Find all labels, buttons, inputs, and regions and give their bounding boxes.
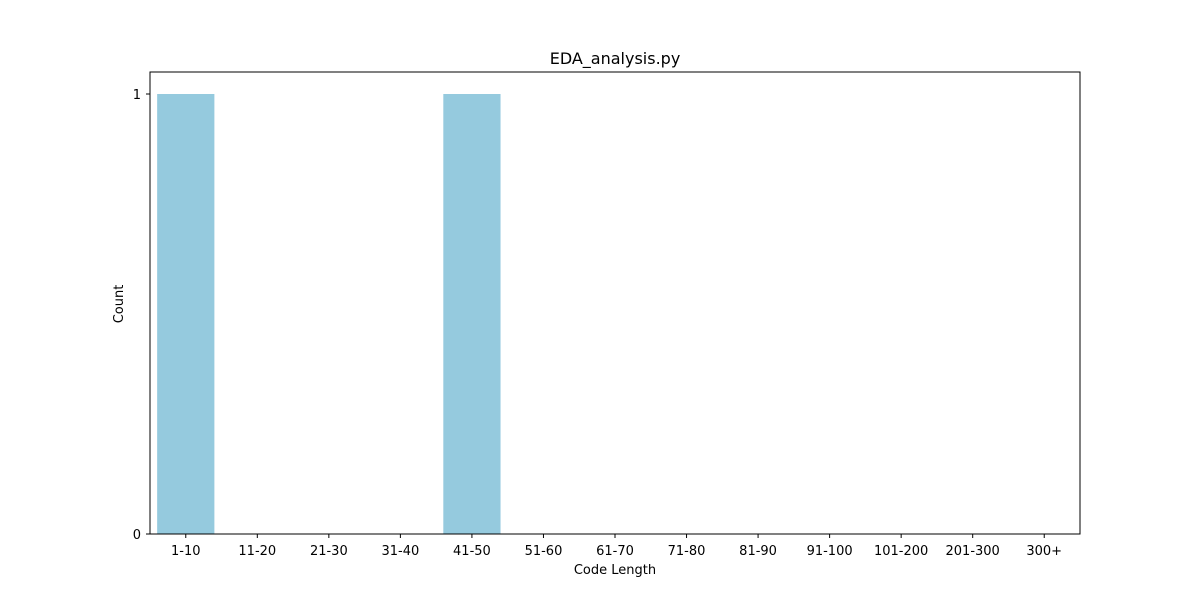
x-tick-label: 91-100: [807, 544, 853, 559]
bar-41-50: [443, 94, 501, 534]
x-tick-label: 300+: [1026, 544, 1062, 559]
x-tick-label: 51-60: [525, 544, 563, 559]
bars-layer: [157, 94, 501, 534]
x-tick-label: 201-300: [946, 544, 1000, 559]
plot-frame: [149, 71, 1081, 535]
y-axis-label: Count: [112, 285, 127, 324]
y-tick-label: 0: [133, 528, 141, 543]
x-tick-label: 81-90: [739, 544, 777, 559]
x-tick-label: 11-20: [238, 544, 276, 559]
ticks-layer: 1-10 11-20 21-30 31-40 41-50 51-60 61-70 71-80 8…: [133, 88, 1062, 559]
chart-title: EDA_analysis.py: [550, 49, 681, 69]
x-tick-label: 61-70: [596, 544, 634, 559]
axes-layer: [149, 71, 1081, 535]
x-tick-label: 31-40: [381, 544, 419, 559]
x-axis-label: Code Length: [574, 563, 656, 578]
x-tick-label: 101-200: [874, 544, 928, 559]
x-tick-label: 71-80: [668, 544, 706, 559]
x-tick-label: 41-50: [453, 544, 491, 559]
y-tick-label: 1: [133, 88, 141, 103]
x-tick-label: 21-30: [310, 544, 348, 559]
x-tick-label: 1-10: [171, 544, 201, 559]
bar-1-10: [157, 94, 215, 534]
